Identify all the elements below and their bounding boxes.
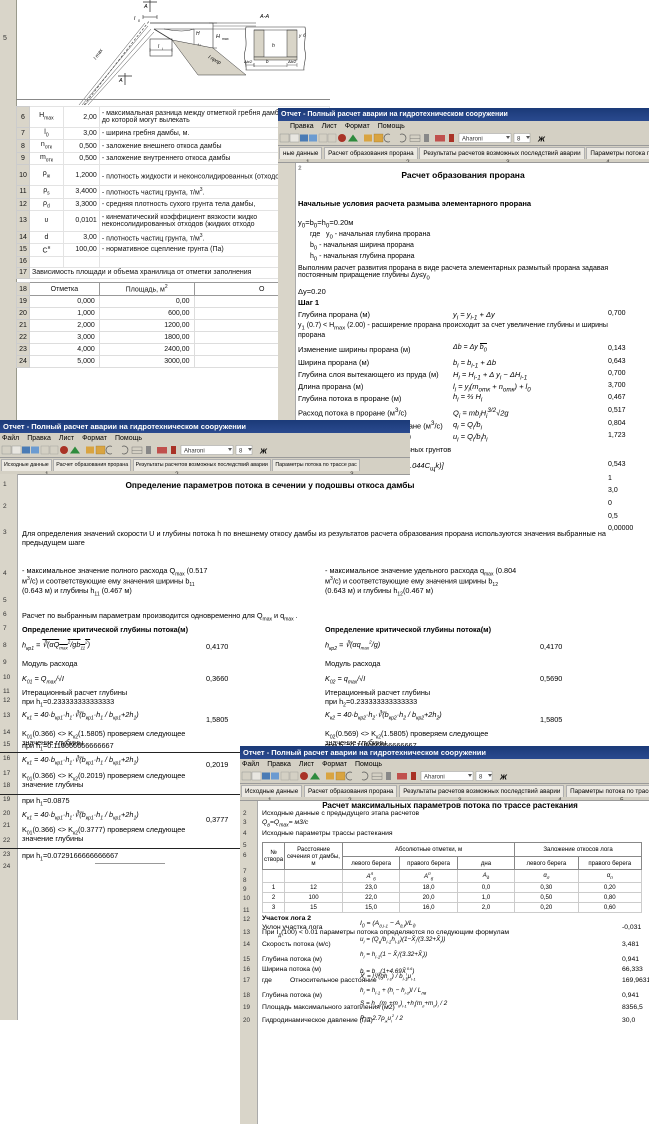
svg-text:A-A: A-A	[259, 14, 270, 20]
svg-text:0: 0	[138, 19, 140, 23]
svg-text:A: A	[118, 78, 123, 84]
svg-text:l: l	[158, 44, 160, 50]
svg-text:h: h	[272, 43, 275, 49]
svg-text:Aharoni: Aharoni	[184, 449, 205, 455]
svg-text:l max: l max	[93, 48, 105, 62]
svg-text:i: i	[162, 47, 163, 51]
svg-text:Aharoni: Aharoni	[424, 775, 445, 781]
svg-text:Ж: Ж	[499, 773, 508, 782]
svg-text:A: A	[143, 4, 148, 10]
svg-text:l: l	[134, 16, 136, 22]
svg-text:Δb/2: Δb/2	[287, 59, 297, 64]
svg-text:Ж: Ж	[537, 135, 546, 144]
svg-text:Ж: Ж	[259, 447, 268, 456]
svg-text:Aharoni: Aharoni	[462, 137, 483, 143]
svg-text:Δb/2: Δb/2	[243, 59, 253, 64]
svg-text:max: max	[222, 37, 229, 41]
svg-text:H: H	[216, 34, 220, 40]
svg-text:H: H	[196, 31, 200, 37]
